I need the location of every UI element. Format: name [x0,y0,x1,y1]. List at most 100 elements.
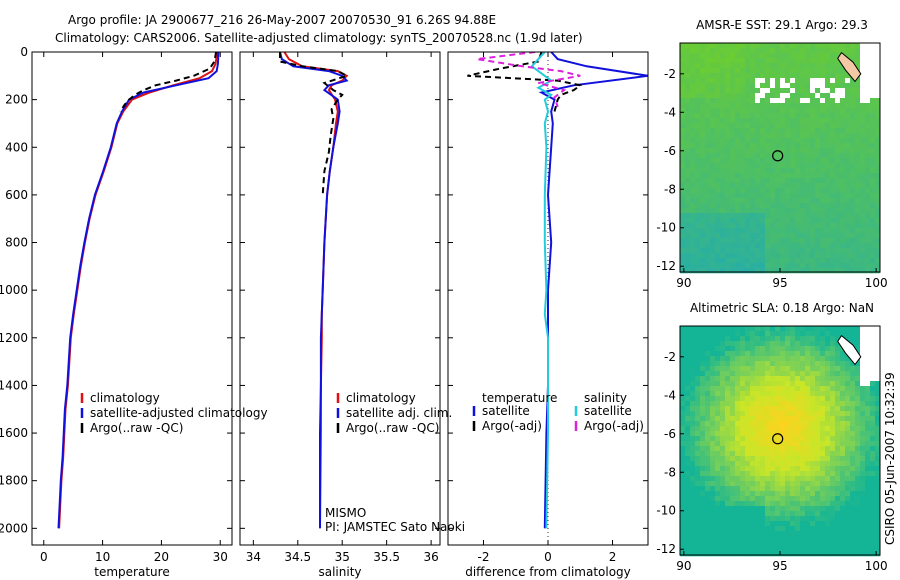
map-cell [875,346,881,352]
map-cell [830,133,836,139]
map-cell [725,456,731,462]
map-cell [845,396,851,402]
map-cell [805,496,811,502]
map-cell [765,123,771,129]
map-cell [740,371,746,377]
map-cell [735,78,741,84]
map-cell [820,536,826,542]
map-cell [875,386,881,392]
map-cell [830,451,836,457]
map-cell [850,426,856,432]
map-cell [755,331,761,337]
map-cell [770,361,776,367]
map-cell [830,371,836,377]
map-cell [820,103,826,109]
map-cell [755,243,761,249]
map-cell [770,98,776,104]
map-cell [860,386,866,392]
map-cell [765,526,771,532]
map-cell [760,198,766,204]
map-cell [775,178,781,184]
map-cell [870,516,876,522]
map-cell [870,336,876,342]
map-cell [785,78,791,84]
map-cell [770,521,776,527]
map-cell [805,366,811,372]
map-cell [750,58,756,64]
map-cell [765,73,771,79]
map-cell [700,391,706,397]
map-cell [785,93,791,99]
map-cell [800,143,806,149]
map-cell [760,213,766,219]
map-cell [790,88,796,94]
map-cell [805,441,811,447]
map-cell [755,218,761,224]
map-cell [780,193,786,199]
map-cell [760,63,766,69]
map-cell [795,496,801,502]
map-cell [830,158,836,164]
map-cell [690,63,696,69]
map-cell [805,446,811,452]
map-cell [715,436,721,442]
map-cell [795,163,801,169]
map-cell [760,113,766,119]
map-cell [715,43,721,49]
map-cell [735,213,741,219]
map-cell [790,446,796,452]
map-cell [770,163,776,169]
map-cell [695,268,701,274]
map-cell [845,456,851,462]
map-cell [845,158,851,164]
map-cell [805,526,811,532]
map-cell [695,178,701,184]
map-cell [755,426,761,432]
map-cell [845,521,851,527]
map-cell [710,406,716,412]
map-cell [825,68,831,74]
map-cell [805,506,811,512]
map-cell [860,103,866,109]
map-cell [730,173,736,179]
map-cell [815,516,821,522]
map-cell [740,446,746,452]
map-cell [810,173,816,179]
map-cell [855,263,861,269]
map-cell [845,481,851,487]
map-cell [785,471,791,477]
map-cell [755,133,761,139]
map-cell [840,361,846,367]
map-cell [815,253,821,259]
map-cell [765,356,771,362]
map-cell [685,421,691,427]
map-cell [710,326,716,332]
map-cell [835,148,841,154]
map-cell [780,341,786,347]
map-cell [875,138,881,144]
map-cell [725,68,731,74]
map-cell [865,476,871,482]
map-cell [700,526,706,532]
map-cell [840,168,846,174]
map-cell [850,163,856,169]
map-cell [745,371,751,377]
map-cell [865,198,871,204]
map-cell [785,376,791,382]
map-cell [760,326,766,332]
map-cell [775,73,781,79]
map-cell [815,193,821,199]
map-cell [870,88,876,94]
map-cell [870,426,876,432]
map-cell [705,98,711,104]
map-cell [700,541,706,547]
map-cell [785,506,791,512]
temperature-xtick-label: 0 [40,550,48,564]
map-cell [840,456,846,462]
map-cell [715,63,721,69]
map-cell [835,331,841,337]
map-cell [710,351,716,357]
map-cell [830,341,836,347]
map-cell [840,416,846,422]
map-cell [855,103,861,109]
